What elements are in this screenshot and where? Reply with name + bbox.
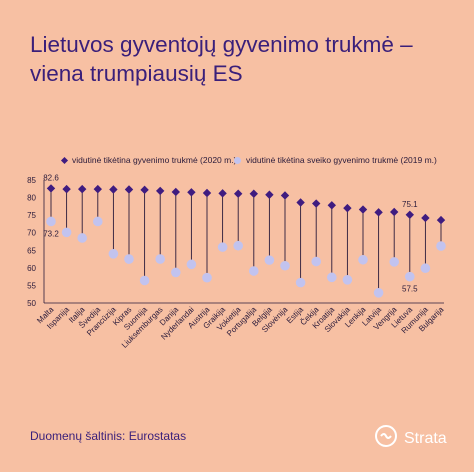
point-2019 — [420, 263, 431, 274]
y-tick-label: 50 — [27, 299, 36, 308]
y-tick-label: 55 — [27, 281, 36, 290]
point-2020 — [78, 184, 87, 194]
point-2020 — [187, 188, 196, 197]
point-2020 — [62, 184, 71, 194]
point-2020 — [171, 187, 180, 197]
legend-item-2019: vidutinė tikėtina sveiko gyvenimo trukmė… — [234, 155, 437, 165]
point-2020 — [156, 186, 165, 196]
point-2020 — [405, 210, 414, 219]
point-2019 — [358, 254, 368, 265]
y-tick-label: 80 — [27, 194, 36, 203]
point-2019 — [373, 288, 384, 298]
point-2019 — [327, 272, 337, 283]
point-2019 — [389, 257, 400, 267]
point-2020 — [265, 190, 274, 199]
point-2020 — [218, 189, 227, 198]
legend-circle-marker — [234, 156, 241, 164]
point-2020 — [202, 188, 212, 198]
point-2019 — [405, 271, 415, 282]
point-2019 — [342, 275, 353, 285]
point-2019 — [295, 277, 306, 288]
point-2019 — [61, 227, 72, 238]
data-label: 57.5 — [402, 285, 418, 294]
point-2019 — [46, 216, 56, 227]
point-2020 — [436, 215, 446, 225]
point-2020 — [124, 185, 134, 194]
legend-label-2019: vidutinė tikėtina sveiko gyvenimo trukmė… — [246, 155, 437, 165]
point-2019 — [233, 240, 243, 251]
point-2020 — [327, 201, 336, 210]
point-2020 — [140, 185, 149, 195]
chart-title: Lietuvos gyventojų gyvenimo trukmė – vie… — [30, 32, 413, 86]
brand-name: Strata — [404, 429, 447, 447]
point-2019 — [436, 241, 446, 251]
legend-item-2020: vidutinė tikėtina gyvenimo trukmė (2020 … — [60, 155, 237, 165]
point-2019 — [93, 216, 103, 227]
point-2020 — [249, 189, 258, 198]
point-2019 — [280, 260, 290, 271]
data-label: 82.6 — [43, 173, 59, 182]
point-2020 — [343, 203, 352, 213]
point-2020 — [46, 184, 56, 193]
point-2020 — [374, 208, 383, 217]
point-2019 — [139, 275, 150, 286]
dumbbell-chart: 5055606570758085MaltaIspanijaItalijaŠved… — [27, 173, 446, 350]
point-2020 — [358, 205, 368, 214]
point-2020 — [234, 189, 243, 198]
point-2019 — [186, 259, 197, 270]
point-2019 — [108, 249, 119, 259]
point-2019 — [155, 254, 165, 264]
point-2019 — [217, 242, 228, 252]
point-2019 — [77, 233, 87, 243]
point-2019 — [202, 272, 212, 283]
data-label: 75.1 — [402, 200, 418, 209]
point-2020 — [312, 199, 321, 208]
point-2020 — [280, 191, 290, 200]
point-2019 — [249, 266, 259, 276]
source-note: Duomenų šaltinis: Eurostatas — [30, 429, 187, 443]
point-2019 — [264, 255, 275, 265]
y-tick-label: 65 — [27, 246, 36, 255]
y-tick-label: 60 — [27, 264, 36, 273]
y-tick-label: 85 — [27, 176, 36, 185]
point-2019 — [124, 254, 134, 264]
strata-logo-icon — [374, 424, 398, 453]
point-2020 — [390, 207, 399, 217]
point-2020 — [109, 185, 118, 194]
point-2020 — [296, 198, 305, 207]
point-2020 — [421, 213, 430, 223]
y-tick-label: 75 — [27, 211, 36, 220]
point-2019 — [171, 267, 181, 278]
brand: Strata — [374, 424, 447, 453]
point-2020 — [93, 184, 102, 194]
point-2019 — [311, 256, 322, 267]
y-tick-label: 70 — [27, 229, 36, 238]
legend-label-2020: vidutinė tikėtina gyvenimo trukmė (2020 … — [72, 155, 237, 165]
data-label: 73.2 — [43, 229, 59, 238]
